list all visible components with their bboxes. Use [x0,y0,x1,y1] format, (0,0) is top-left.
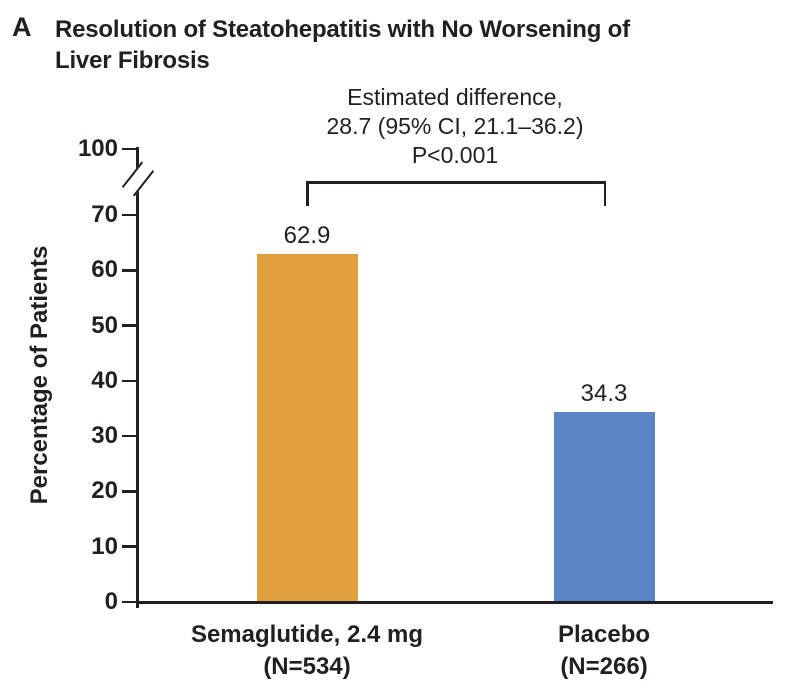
x-axis [136,600,773,604]
annotation-line-1: Estimated difference, [347,84,563,110]
comparison-bracket [306,181,606,184]
bar-value-label-placebo: 34.3 [580,380,628,408]
annotation-line-2: 28.7 (95% CI, 21.1–36.2) [326,113,584,139]
y-tick-label: 30 [91,422,118,450]
y-tick-label: 100 [77,135,118,162]
y-tick [122,213,136,217]
figure-title: Resolution of Steatohepatitis with No Wo… [55,16,630,74]
bar-value-label-semaglutide: 62.9 [283,222,331,250]
y-axis [136,147,139,608]
x-category-n: (N=266) [560,653,648,680]
bar-placebo [554,412,655,602]
y-tick-label: 60 [91,256,118,284]
y-tick-label: 70 [91,201,118,228]
y-tick-label: 10 [91,532,118,560]
comparison-bracket-left-tick [306,181,309,206]
y-tick [122,379,136,383]
y-tick [122,600,136,604]
y-tick [122,490,136,493]
axis-break-icon [121,161,155,197]
y-tick [122,147,136,151]
y-tick-label: 50 [91,311,118,339]
x-category-label-placebo: Placebo (N=266) [444,619,764,683]
panel-letter: A [12,12,32,42]
annotation-line-3: P<0.001 [411,142,499,168]
x-category-label-semaglutide: Semaglutide, 2.4 mg (N=534) [147,619,467,683]
y-tick [122,269,136,272]
comparison-bracket-right-tick [603,181,606,206]
y-tick [122,434,136,438]
x-category-name: Semaglutide, 2.4 mg [190,621,424,648]
y-tick [122,545,136,548]
x-category-n: (N=534) [263,653,351,680]
y-tick-label: 0 [104,588,118,615]
estimated-difference-annotation: Estimated difference, 28.7 (95% CI, 21.1… [245,83,665,170]
y-tick-label: 20 [91,477,118,505]
y-axis-label: Percentage of Patients [26,245,53,505]
x-category-name: Placebo [557,621,651,648]
y-tick [122,324,136,327]
bar-semaglutide [257,254,358,602]
y-tick-label: 40 [91,366,118,394]
